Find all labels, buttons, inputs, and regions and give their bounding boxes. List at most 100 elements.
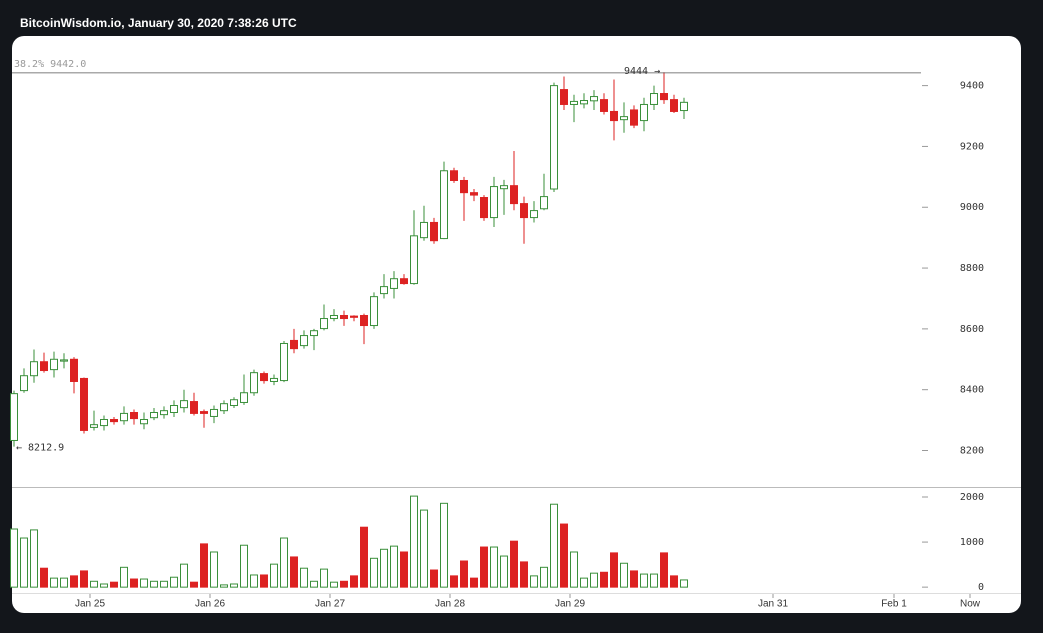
candle-body	[630, 109, 638, 126]
candle-body	[70, 358, 78, 382]
volume-bar	[100, 583, 108, 588]
candle-body	[150, 412, 158, 419]
candle-body	[640, 103, 648, 122]
candle-body	[120, 412, 128, 422]
volume-bar	[490, 546, 498, 588]
volume-bar	[430, 569, 438, 588]
volume-bar	[460, 560, 468, 588]
candle-body	[50, 358, 58, 371]
candle-body	[80, 377, 88, 431]
candle-body	[240, 392, 248, 403]
volume-bar	[620, 562, 628, 588]
volume-bar	[40, 567, 48, 588]
candle-body	[340, 314, 348, 320]
candle-body	[300, 335, 308, 347]
x-tick-label: Jan 26	[195, 599, 225, 610]
candle-body	[180, 400, 188, 409]
volume-bar	[350, 575, 358, 588]
volume-bar	[310, 580, 318, 588]
volume-bar	[130, 578, 138, 588]
y-tick-label: 8200	[960, 446, 984, 457]
x-tick-label: Jan 28	[435, 599, 465, 610]
candle-body	[190, 401, 198, 414]
volume-bar	[80, 570, 88, 588]
volume-bar	[360, 526, 368, 588]
volume-bar	[420, 509, 428, 588]
volume-bar	[410, 495, 418, 588]
candle-body	[570, 100, 578, 105]
x-tick-label: Jan 31	[758, 599, 788, 610]
volume-bar	[170, 576, 178, 588]
candle-body	[360, 314, 368, 327]
volume-bar	[200, 543, 208, 588]
volume-bar	[60, 577, 68, 588]
candle-body	[400, 278, 408, 285]
candle-body	[540, 196, 548, 210]
volume-bar	[220, 584, 228, 588]
candle-body	[250, 372, 258, 394]
candle-body	[140, 418, 148, 425]
volume-bar	[270, 563, 278, 588]
volume-bar	[650, 573, 658, 588]
candle-body	[560, 89, 568, 105]
candle-body	[480, 197, 488, 219]
volume-bar	[90, 580, 98, 588]
volume-bar	[20, 537, 28, 588]
volume-bar	[540, 566, 548, 588]
candle-body	[380, 286, 388, 295]
fib-label: 38.2% 9442.0	[14, 59, 86, 70]
candle-body	[590, 96, 598, 102]
volume-tick-label: 2000	[960, 492, 984, 503]
y-tick-label: 9200	[960, 141, 984, 152]
candle-body	[500, 185, 508, 190]
candle-body	[680, 101, 688, 112]
volume-bar	[640, 573, 648, 588]
candle-body	[160, 410, 168, 416]
volume-tick-label: 0	[978, 582, 984, 593]
volume-bar	[400, 551, 408, 588]
volume-bar	[660, 552, 668, 588]
candle-body	[660, 93, 668, 101]
y-tick-label: 8600	[960, 324, 984, 335]
volume-bar	[510, 540, 518, 588]
panel	[12, 36, 1021, 613]
volume-bar	[110, 581, 118, 588]
candle-body	[260, 373, 268, 382]
candle-body	[510, 185, 518, 205]
volume-bar	[580, 577, 588, 588]
candle-body	[450, 170, 458, 181]
volume-bar	[440, 502, 448, 588]
candle-body	[390, 278, 398, 289]
volume-bar	[140, 578, 148, 588]
candle-body	[40, 361, 48, 372]
volume-bar	[280, 537, 288, 588]
x-tick-label: Jan 25	[75, 599, 105, 610]
candle-body	[230, 399, 238, 407]
high-label: 9444 →	[624, 66, 660, 77]
candle-body	[200, 411, 208, 414]
candle-body	[10, 393, 18, 441]
volume-bar	[10, 528, 18, 588]
volume-bar	[670, 575, 678, 588]
x-tick-label: Feb 1	[881, 599, 907, 610]
candle-body	[620, 116, 628, 121]
volume-bar	[120, 566, 128, 588]
volume-bar	[30, 529, 38, 588]
candle-body	[270, 377, 278, 382]
volume-bar	[570, 551, 578, 588]
y-tick-label: 8400	[960, 385, 984, 396]
volume-bar	[390, 545, 398, 588]
x-tick-label: Jan 29	[555, 599, 585, 610]
volume-bar	[600, 571, 608, 588]
volume-bar	[240, 544, 248, 588]
candle-body	[100, 418, 108, 427]
candle-body	[210, 408, 218, 417]
candle-body	[420, 221, 428, 239]
y-tick-label: 8800	[960, 263, 984, 274]
volume-bar	[630, 570, 638, 588]
candle-body	[90, 424, 98, 428]
candle-body	[320, 318, 328, 330]
volume-bar	[500, 555, 508, 588]
volume-bar	[450, 575, 458, 588]
volume-bar	[560, 523, 568, 588]
